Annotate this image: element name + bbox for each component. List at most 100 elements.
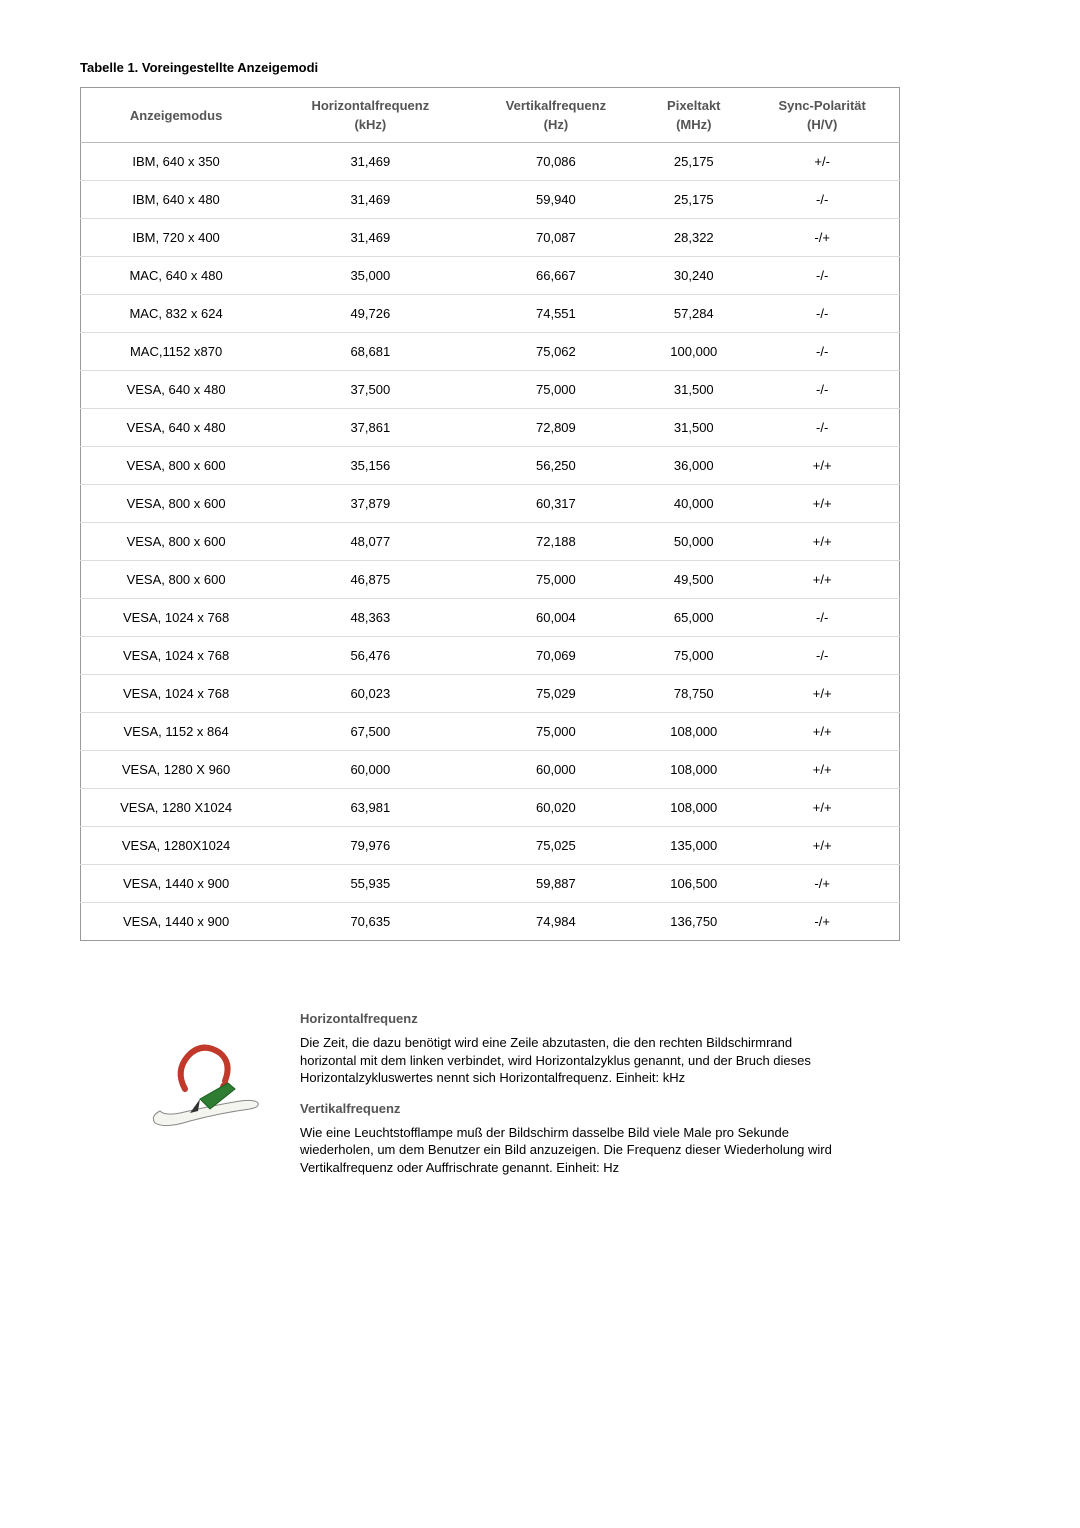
table-cell: 136,750	[642, 903, 745, 941]
table-row: VESA, 800 x 60035,15656,25036,000+/+	[81, 447, 900, 485]
info-body-horizontal: Die Zeit, die dazu benötigt wird eine Ze…	[300, 1034, 840, 1087]
table-cell: -/-	[745, 333, 899, 371]
table-cell: VESA, 1024 x 768	[81, 637, 272, 675]
table-row: IBM, 640 x 35031,46970,08625,175+/-	[81, 143, 900, 181]
col-mode: Anzeigemodus	[81, 88, 272, 143]
info-text: Horizontalfrequenz Die Zeit, die dazu be…	[300, 1011, 840, 1176]
table-row: VESA, 1440 x 90055,93559,887106,500-/+	[81, 865, 900, 903]
table-cell: 35,000	[271, 257, 469, 295]
table-cell: VESA, 640 x 480	[81, 371, 272, 409]
table-cell: 57,284	[642, 295, 745, 333]
table-cell: 56,476	[271, 637, 469, 675]
table-cell: 67,500	[271, 713, 469, 751]
table-cell: 75,000	[470, 713, 643, 751]
table-cell: -/+	[745, 219, 899, 257]
table-cell: -/-	[745, 637, 899, 675]
table-cell: VESA, 800 x 600	[81, 523, 272, 561]
table-cell: IBM, 640 x 480	[81, 181, 272, 219]
table-cell: 25,175	[642, 143, 745, 181]
col-hfreq-unit: (kHz)	[279, 117, 461, 132]
table-cell: MAC,1152 x870	[81, 333, 272, 371]
col-sync-label: Sync-Polarität	[778, 98, 865, 113]
table-cell: 36,000	[642, 447, 745, 485]
table-cell: 46,875	[271, 561, 469, 599]
table-row: VESA, 1280X102479,97675,025135,000+/+	[81, 827, 900, 865]
table-row: VESA, 800 x 60046,87575,00049,500+/+	[81, 561, 900, 599]
table-cell: 66,667	[470, 257, 643, 295]
col-pixel-unit: (MHz)	[650, 117, 737, 132]
table-cell: MAC, 832 x 624	[81, 295, 272, 333]
col-hfreq-label: Horizontalfrequenz	[311, 98, 429, 113]
table-cell: VESA, 1024 x 768	[81, 675, 272, 713]
table-cell: 60,000	[470, 751, 643, 789]
table-cell: 68,681	[271, 333, 469, 371]
table-row: MAC, 832 x 62449,72674,55157,284-/-	[81, 295, 900, 333]
table-cell: VESA, 1440 x 900	[81, 903, 272, 941]
table-cell: 59,940	[470, 181, 643, 219]
table-cell: VESA, 800 x 600	[81, 485, 272, 523]
table-cell: 70,087	[470, 219, 643, 257]
table-cell: -/+	[745, 865, 899, 903]
table-row: VESA, 1440 x 90070,63574,984136,750-/+	[81, 903, 900, 941]
table-cell: 60,023	[271, 675, 469, 713]
table-cell: MAC, 640 x 480	[81, 257, 272, 295]
table-cell: 75,062	[470, 333, 643, 371]
table-cell: 70,086	[470, 143, 643, 181]
table-cell: 49,500	[642, 561, 745, 599]
table-row: IBM, 640 x 48031,46959,94025,175-/-	[81, 181, 900, 219]
table-row: VESA, 800 x 60048,07772,18850,000+/+	[81, 523, 900, 561]
table-cell: 50,000	[642, 523, 745, 561]
table-cell: 40,000	[642, 485, 745, 523]
table-cell: 49,726	[271, 295, 469, 333]
table-cell: 56,250	[470, 447, 643, 485]
table-row: IBM, 720 x 40031,46970,08728,322-/+	[81, 219, 900, 257]
table-cell: VESA, 800 x 600	[81, 561, 272, 599]
table-cell: 48,077	[271, 523, 469, 561]
table-cell: 30,240	[642, 257, 745, 295]
table-cell: 31,500	[642, 371, 745, 409]
table-cell: +/+	[745, 789, 899, 827]
table-cell: 108,000	[642, 789, 745, 827]
table-row: VESA, 800 x 60037,87960,31740,000+/+	[81, 485, 900, 523]
note-icon	[140, 1031, 270, 1134]
info-section: Horizontalfrequenz Die Zeit, die dazu be…	[80, 1011, 1000, 1176]
table-cell: -/-	[745, 257, 899, 295]
table-row: VESA, 1280 X 96060,00060,000108,000+/+	[81, 751, 900, 789]
table-cell: 70,635	[271, 903, 469, 941]
table-cell: 75,000	[470, 371, 643, 409]
table-cell: 60,004	[470, 599, 643, 637]
table-cell: 75,029	[470, 675, 643, 713]
table-cell: 135,000	[642, 827, 745, 865]
col-vfreq-unit: (Hz)	[478, 117, 635, 132]
table-cell: 31,469	[271, 181, 469, 219]
table-cell: 37,879	[271, 485, 469, 523]
table-cell: 65,000	[642, 599, 745, 637]
col-hfreq: Horizontalfrequenz (kHz)	[271, 88, 469, 143]
table-cell: +/-	[745, 143, 899, 181]
table-title: Tabelle 1. Voreingestellte Anzeigemodi	[80, 60, 1000, 75]
info-heading-horizontal: Horizontalfrequenz	[300, 1011, 840, 1026]
col-mode-label: Anzeigemodus	[130, 108, 222, 123]
table-cell: 75,000	[470, 561, 643, 599]
table-cell: VESA, 1280X1024	[81, 827, 272, 865]
table-cell: +/+	[745, 675, 899, 713]
table-cell: 37,861	[271, 409, 469, 447]
table-cell: 72,188	[470, 523, 643, 561]
table-cell: 106,500	[642, 865, 745, 903]
table-row: VESA, 640 x 48037,86172,80931,500-/-	[81, 409, 900, 447]
display-modes-table: Anzeigemodus Horizontalfrequenz (kHz) Ve…	[80, 87, 900, 941]
table-row: VESA, 1152 x 86467,50075,000108,000+/+	[81, 713, 900, 751]
table-row: MAC, 640 x 48035,00066,66730,240-/-	[81, 257, 900, 295]
table-cell: 75,025	[470, 827, 643, 865]
table-row: VESA, 1280 X102463,98160,020108,000+/+	[81, 789, 900, 827]
table-cell: 25,175	[642, 181, 745, 219]
table-cell: -/-	[745, 599, 899, 637]
table-row: VESA, 1024 x 76848,36360,00465,000-/-	[81, 599, 900, 637]
table-cell: IBM, 720 x 400	[81, 219, 272, 257]
table-cell: 59,887	[470, 865, 643, 903]
table-cell: 60,020	[470, 789, 643, 827]
table-cell: +/+	[745, 751, 899, 789]
col-vfreq: Vertikalfrequenz (Hz)	[470, 88, 643, 143]
table-cell: 72,809	[470, 409, 643, 447]
table-cell: 37,500	[271, 371, 469, 409]
